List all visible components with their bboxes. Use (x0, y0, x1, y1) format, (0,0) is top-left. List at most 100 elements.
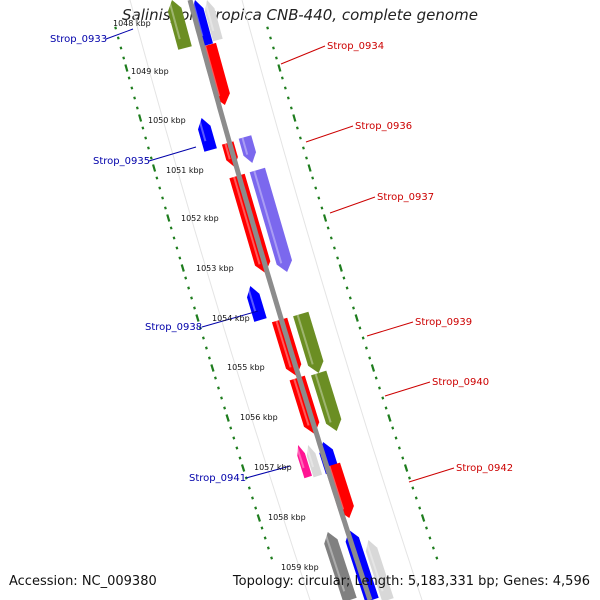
gene-olive-top (167, 0, 192, 50)
leader-Strop_0935 (148, 146, 197, 162)
tick-mark (214, 376, 217, 380)
label-Strop_0938: Strop_0938 (145, 322, 202, 333)
label-Strop_0935: Strop_0935 (93, 156, 150, 167)
tick-mark (193, 306, 196, 310)
gene-red-small-shine (224, 143, 231, 160)
tick-mark (141, 126, 145, 130)
gene-light-top (204, 0, 223, 42)
leader-Strop_0942 (408, 467, 455, 483)
gene-olive-0940b (311, 370, 342, 431)
tick-mark (345, 286, 349, 290)
scale-label-1058: 1058 kbp (268, 513, 306, 522)
leader-Strop_0934 (280, 45, 326, 65)
leader-Strop_0937 (329, 196, 376, 214)
genome-summary: Topology: circular; Length: 5,183,331 bp… (232, 574, 590, 589)
tick-mark (277, 64, 282, 72)
tick-mark (229, 426, 233, 430)
tick-mark (223, 406, 227, 410)
gene-strop0940-shine (293, 378, 310, 426)
tick-mark (307, 164, 312, 172)
tick-mark (130, 86, 134, 90)
gene-purple-large-shine (253, 170, 283, 264)
tick-mark (195, 314, 200, 322)
tick-mark (311, 176, 315, 180)
tick-mark (338, 264, 343, 272)
tick-mark (425, 526, 428, 530)
leader-Strop_0936 (305, 125, 354, 143)
tick-mark (238, 456, 242, 460)
tick-mark (358, 326, 362, 330)
tick-mark (155, 176, 159, 180)
tick-mark (368, 356, 372, 360)
tick-mark (178, 256, 182, 260)
lane-border-left (129, 0, 311, 600)
tick-mark (305, 156, 308, 160)
tick-mark (275, 56, 278, 60)
gene-purple-large (249, 167, 292, 272)
scale-label-1057: 1057 kbp (254, 463, 292, 472)
leader-Strop_0938 (201, 310, 259, 328)
tick-mark (263, 536, 267, 540)
tick-mark (314, 186, 318, 190)
tick-mark (175, 246, 179, 250)
tick-mark (152, 164, 157, 172)
tick-mark (401, 456, 405, 460)
scale-label-1048: 1048 kbp (113, 19, 151, 28)
tick-mark (266, 546, 270, 550)
tick-mark (431, 546, 435, 550)
tick-mark (124, 64, 129, 72)
tick-mark (320, 206, 324, 210)
tick-marks (114, 26, 439, 560)
tick-mark (342, 276, 346, 280)
gene-olive-0940b-shine (314, 373, 332, 423)
gene-strop0935 (198, 118, 217, 152)
track-lanes (129, 0, 423, 600)
gene-magenta (297, 445, 312, 479)
scale-label-1051: 1051 kbp (166, 166, 204, 175)
tick-mark (394, 436, 398, 440)
label-Strop_0940: Strop_0940 (432, 377, 489, 388)
scale-label-1056: 1056 kbp (240, 413, 278, 422)
tick-mark (333, 246, 336, 250)
tick-mark (225, 414, 230, 422)
tick-mark (336, 256, 340, 260)
leader-Strop_0940 (384, 381, 431, 397)
tick-mark (166, 214, 171, 222)
tick-mark (161, 196, 164, 200)
accession-text: Accession: NC_009380 (9, 574, 157, 589)
lane-border-right (241, 0, 423, 600)
gene-light-bottom (365, 540, 394, 600)
scale-label-1055: 1055 kbp (227, 363, 265, 372)
tick-mark (317, 196, 321, 200)
scale-label-1049: 1049 kbp (131, 67, 169, 76)
gene-light-mid-shine (305, 445, 315, 468)
tick-mark (164, 206, 167, 210)
tick-mark (256, 514, 261, 522)
tick-mark (172, 236, 176, 240)
gene-blue-top (191, 0, 213, 47)
gene-strop0937-shine (233, 176, 261, 265)
tick-mark (352, 306, 355, 310)
gene-strop0942-shine (328, 465, 345, 510)
tick-mark (114, 26, 118, 30)
tick-mark (220, 396, 223, 400)
scale-labels: 1048 kbp 1049 kbp 1050 kbp 1051 kbp 1052 kbp… (113, 19, 319, 572)
tick-mark (280, 76, 284, 80)
leader-Strop_0933 (105, 28, 134, 40)
tick-mark (411, 486, 415, 490)
tick-mark (260, 526, 264, 530)
gene-labels: Strop_0934 Strop_0936 Strop_0937 Strop_0939… (50, 28, 513, 484)
scale-label-1052: 1052 kbp (181, 214, 219, 223)
gene-gray-bottom (324, 532, 357, 600)
tick-mark (364, 346, 368, 350)
label-Strop_0934: Strop_0934 (327, 41, 384, 52)
tick-mark (247, 486, 251, 490)
tick-mark (414, 496, 418, 500)
tick-mark (403, 464, 409, 472)
tick-mark (207, 356, 211, 360)
tick-mark (387, 414, 392, 422)
gene-light-bottom-shine (365, 540, 384, 592)
tick-mark (289, 106, 293, 110)
tick-mark (418, 506, 422, 510)
tick-mark (190, 296, 193, 300)
